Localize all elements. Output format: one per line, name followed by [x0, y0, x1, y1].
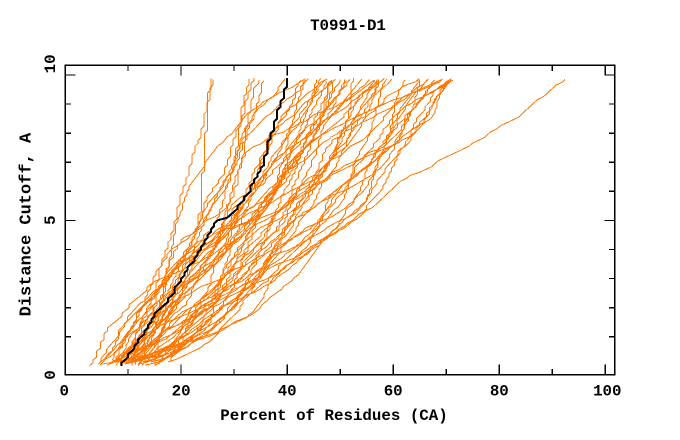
- svg-text:Distance Cutoff, A: Distance Cutoff, A: [18, 132, 37, 316]
- svg-text:Percent of Residues (CA): Percent of Residues (CA): [220, 407, 448, 425]
- svg-text:5: 5: [42, 215, 60, 224]
- svg-text:60: 60: [384, 383, 403, 401]
- svg-text:100: 100: [593, 383, 621, 401]
- svg-text:T0991-D1: T0991-D1: [310, 17, 386, 35]
- svg-text:20: 20: [172, 383, 191, 401]
- svg-text:0: 0: [42, 370, 60, 379]
- svg-text:10: 10: [42, 54, 60, 73]
- svg-text:0: 0: [60, 383, 69, 401]
- svg-text:80: 80: [490, 383, 509, 401]
- svg-text:40: 40: [278, 383, 297, 401]
